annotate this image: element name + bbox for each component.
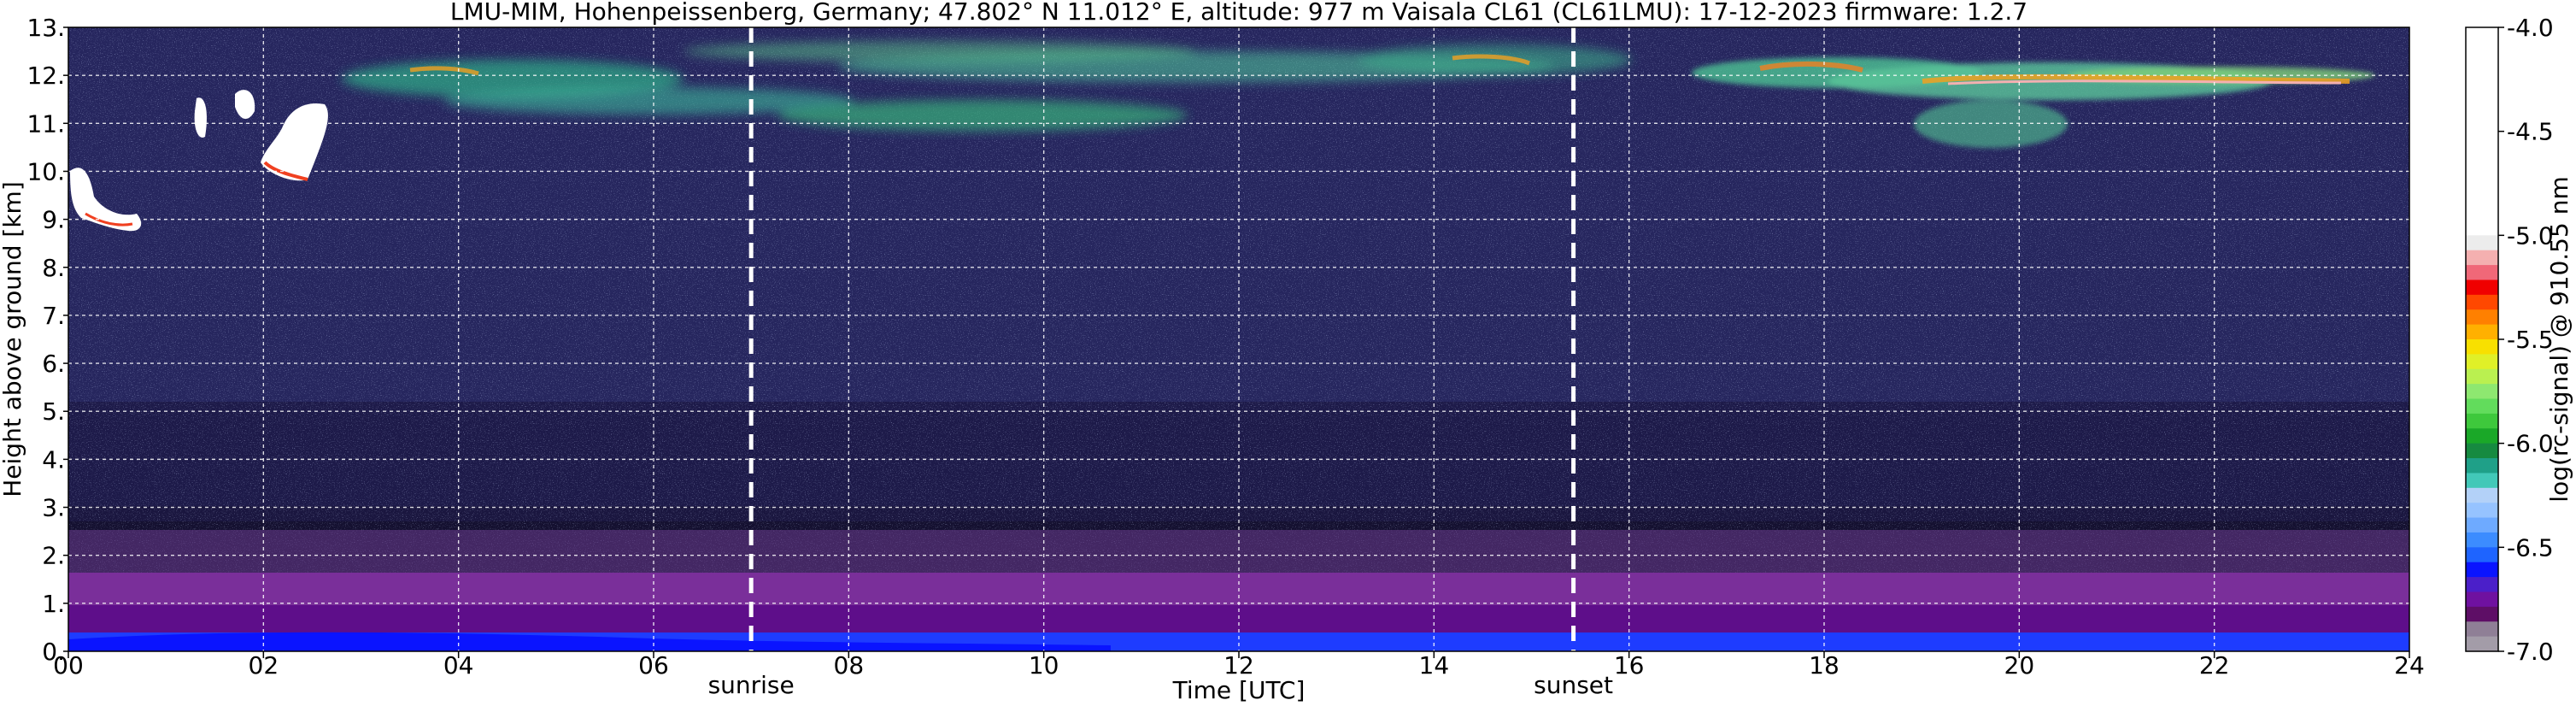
y-tick-label: 10. (26, 157, 65, 185)
colorbar-segment (2466, 368, 2498, 385)
colorbar-segment (2466, 532, 2498, 548)
x-axis-label: Time [UTC] (1172, 676, 1306, 704)
y-tick-label: 13. (26, 14, 65, 42)
colorbar-segment (2466, 354, 2498, 370)
x-tick-label: 16 (1614, 651, 1645, 680)
x-tick-label: 14 (1419, 651, 1450, 680)
y-tick-label: 5. (42, 397, 65, 426)
colorbar-segment (2466, 547, 2498, 563)
event-label-sunset: sunset (1534, 671, 1613, 699)
colorbar-segment (2466, 384, 2498, 400)
x-tick-label: 00 (53, 651, 84, 680)
cirrus-strong-echo (409, 54, 2350, 85)
colorbar-segment (2466, 443, 2498, 459)
y-tick-label: 0. (42, 638, 65, 666)
surface-layer-bump (68, 632, 1111, 651)
y-tick-label: 4. (42, 445, 65, 474)
x-tick-label: 24 (2394, 651, 2425, 680)
colorbar-tick-label: -6.5 (2507, 533, 2554, 562)
colorbar (2466, 27, 2498, 652)
y-axis: 0. 1. 2. 3. 4. 5. 6. 7. 8. 9. 10. 11. 12. 13. (26, 14, 68, 666)
colorbar-segment (2466, 562, 2498, 578)
y-tick-label: 8. (42, 254, 65, 282)
colorbar-segment (2466, 473, 2498, 489)
x-tick-label: 06 (638, 651, 669, 680)
y-tick-label: 3. (42, 494, 65, 522)
x-tick-label: 22 (2199, 651, 2230, 680)
x-tick-label: 12 (1223, 651, 1254, 680)
event-label-sunrise: sunrise (708, 671, 795, 699)
grid-lines (68, 27, 2409, 651)
chart-title: LMU-MIM, Hohenpeissenberg, Germany; 47.8… (450, 0, 2027, 26)
colorbar-segment (2466, 636, 2498, 652)
colorbar-segment (2466, 235, 2498, 251)
colorbar-segment (2466, 517, 2498, 533)
x-tick-label: 02 (249, 651, 279, 680)
y-tick-label: 6. (42, 350, 65, 378)
y-tick-label: 1. (42, 590, 65, 618)
colorbar-segment (2466, 324, 2498, 340)
colorbar-tick-label: -7.0 (2507, 638, 2554, 666)
colorbar-segment (2466, 503, 2498, 519)
colorbar-segment (2466, 265, 2498, 281)
colorbar-tick-label: -4.5 (2507, 118, 2554, 146)
colorbar-segment (2466, 339, 2498, 355)
colorbar-segment (2466, 279, 2498, 296)
plot-area (68, 27, 2409, 651)
y-tick-label: 12. (26, 62, 65, 90)
colorbar-segment (2466, 309, 2498, 326)
colorbar-segment (2466, 250, 2498, 266)
colorbar-tick-label: -5.0 (2507, 221, 2554, 250)
y-tick-label: 2. (42, 542, 65, 570)
x-tick-label: 20 (2004, 651, 2035, 680)
y-axis-label: Height above ground [km] (0, 181, 26, 497)
colorbar-segment (2466, 294, 2498, 310)
early-cloud-patches (70, 90, 328, 232)
x-tick-label: 04 (443, 651, 474, 680)
colorbar-segment (2466, 577, 2498, 593)
y-tick-label: 7. (42, 302, 65, 330)
x-axis: 00 02 04 06 08 10 12 14 16 18 20 22 24 (53, 651, 2425, 680)
colorbar-segment (2466, 428, 2498, 444)
colorbar-segment (2466, 606, 2498, 622)
y-tick-label: 11. (26, 109, 65, 138)
colorbar-segment (2466, 458, 2498, 474)
colorbar-tick-label: -5.5 (2507, 326, 2554, 354)
colorbar-ticks: -4.0 -4.5 -5.0 -5.5 -6.0 -6.5 -7.0 (2498, 14, 2554, 666)
x-tick-label: 18 (1809, 651, 1840, 680)
colorbar-segment (2466, 27, 2498, 236)
event-markers: sunrise sunset (708, 27, 1613, 699)
x-tick-label: 08 (834, 651, 865, 680)
colorbar-segment (2466, 621, 2498, 638)
colorbar-tick-label: -6.0 (2507, 430, 2554, 458)
colorbar-segment (2466, 487, 2498, 503)
colorbar-segment (2466, 591, 2498, 608)
colorbar-tick-label: -4.0 (2507, 14, 2554, 42)
x-tick-label: 10 (1029, 651, 1059, 680)
colorbar-segment (2466, 398, 2498, 415)
colorbar-segment (2466, 413, 2498, 429)
y-tick-label: 9. (42, 206, 65, 234)
colorbar-label: log(rc-signal) @ 910.55 nm (2545, 176, 2573, 502)
